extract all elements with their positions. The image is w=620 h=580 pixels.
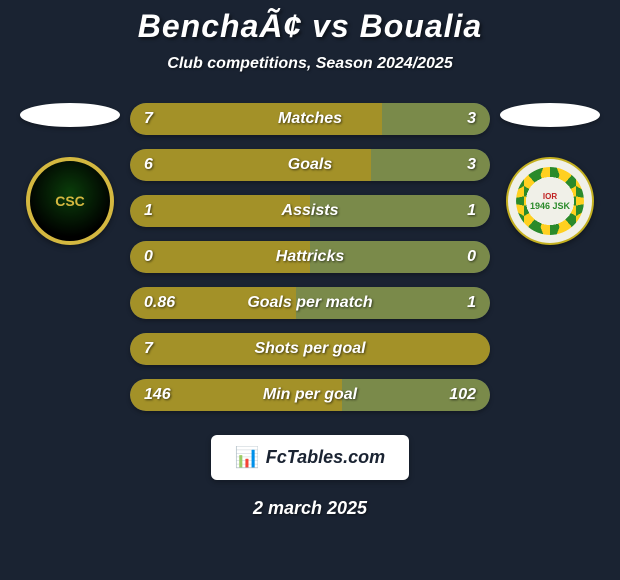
- right-crest-suffix: JSK: [553, 201, 571, 211]
- stat-value-left: 1: [144, 202, 153, 220]
- right-player-silhouette: [500, 103, 600, 127]
- match-date: 2 march 2025: [253, 498, 367, 519]
- stat-value-left: 6: [144, 156, 153, 174]
- right-crest-year: 1946: [530, 201, 550, 211]
- right-team-col: IOR 1946 JSK: [490, 103, 610, 245]
- stat-bar-left: [130, 149, 371, 181]
- stat-label: Assists: [282, 202, 339, 220]
- brand-badge: 📊 FcTables.com: [211, 435, 409, 480]
- stat-row: 7 Matches 3: [130, 103, 490, 135]
- stat-value-left: 0: [144, 248, 153, 266]
- stat-row: 7 Shots per goal: [130, 333, 490, 365]
- stat-value-right: 102: [449, 386, 476, 404]
- stat-value-right: 0: [467, 248, 476, 266]
- right-team-crest: IOR 1946 JSK: [506, 157, 594, 245]
- stats-bars: 7 Matches 3 6 Goals 3 1 Assists 1 0 Hattricks 0 0.86…: [130, 103, 490, 411]
- right-crest-abbrev: IOR: [543, 192, 557, 201]
- stat-label: Shots per goal: [254, 340, 365, 358]
- brand-label: FcTables.com: [266, 447, 385, 468]
- stat-value-left: 0.86: [144, 294, 175, 312]
- stat-value-right: 1: [467, 202, 476, 220]
- stat-label: Matches: [278, 110, 342, 128]
- comparison-area: CSC 7Matches36Goals31Assists10Hattricks0…: [0, 103, 620, 411]
- stat-value-left: 7: [144, 110, 153, 128]
- stat-value-left: 7: [144, 340, 153, 358]
- stat-bar-left: [130, 103, 382, 135]
- stat-value-left: 146: [144, 386, 171, 404]
- stat-label: Min per goal: [263, 386, 357, 404]
- chart-icon: 📊: [235, 445, 260, 470]
- page-subtitle: Club competitions, Season 2024/2025: [167, 55, 452, 73]
- stat-value-right: 3: [467, 110, 476, 128]
- stat-row: 6 Goals 3: [130, 149, 490, 181]
- stat-row: 0 Hattricks 0: [130, 241, 490, 273]
- stat-label: Goals: [288, 156, 332, 174]
- left-team-crest: CSC: [26, 157, 114, 245]
- page-title: BenchaÃ¢ vs Boualia: [138, 8, 482, 45]
- stat-label: Goals per match: [247, 294, 372, 312]
- stat-value-right: 3: [467, 156, 476, 174]
- stat-row: 146 Min per goal 102: [130, 379, 490, 411]
- stat-value-right: 1: [467, 294, 476, 312]
- stat-row: 1 Assists 1: [130, 195, 490, 227]
- left-crest-abbrev: CSC: [55, 193, 85, 209]
- left-player-silhouette: [20, 103, 120, 127]
- stat-row: 0.86 Goals per match 1: [130, 287, 490, 319]
- stat-label: Hattricks: [276, 248, 344, 266]
- left-team-col: CSC: [10, 103, 130, 245]
